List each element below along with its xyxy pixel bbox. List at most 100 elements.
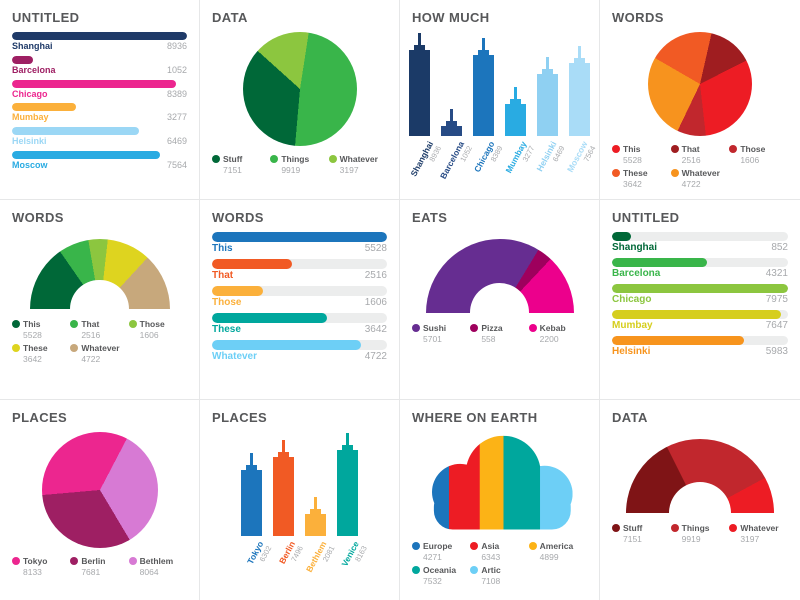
legend-item-these: These 3642 <box>12 343 70 364</box>
pie-graphic <box>648 32 752 136</box>
legend-label: Those <box>740 144 766 154</box>
cloud-stripe-europe <box>432 435 450 530</box>
bar-these <box>212 313 328 323</box>
bar-meta: Mumbay 7647 <box>612 320 788 332</box>
legend-label: Those <box>139 319 165 329</box>
legend-text: This 5528 <box>623 144 642 165</box>
legend-dot-whatever <box>729 524 738 532</box>
panel-title: WORDS <box>212 210 264 225</box>
panel-title: HOW MUCH <box>412 10 490 25</box>
legend-dot-these <box>12 344 20 353</box>
legend-dot-tokyo <box>12 557 20 565</box>
bar-row-moscow: Moscow 7564 <box>12 150 187 171</box>
bar-track <box>212 286 387 296</box>
panel-data-half-donut: DATA Stuff 7151 Things 9919 Whatever 3197 <box>600 400 800 600</box>
legend-dot-oceania <box>412 566 420 575</box>
building-label-cell: Berlin 7496 <box>273 538 305 586</box>
legend-label: Pizza <box>481 323 503 333</box>
legend-label: These <box>23 343 48 354</box>
legend-item-stuff: Stuff 7151 <box>212 154 270 175</box>
bar-row-shanghai: Shanghai 852 <box>612 232 788 254</box>
legend-dot-this <box>12 320 20 328</box>
legend-dot-this <box>612 145 620 153</box>
panel-title: PLACES <box>212 410 268 425</box>
legend-text: This 5528 <box>23 319 42 340</box>
legend-value: 9919 <box>281 164 301 175</box>
building-label-cell: Venice 8163 <box>337 538 368 586</box>
building-label-cell: Barcelona 1052 <box>438 138 474 186</box>
legend-item-berlin: Berlin 7681 <box>70 556 128 577</box>
legend-label: These <box>623 168 648 179</box>
bar-meta: This 5528 <box>212 243 387 255</box>
legend-dot-berlin <box>70 557 79 565</box>
building-antenna <box>282 440 285 452</box>
building-cap <box>542 69 553 74</box>
legend-value: 4899 <box>539 551 559 562</box>
bar-this <box>212 232 387 242</box>
bar-value-shanghai: 852 <box>771 242 788 253</box>
legend-text: That 2516 <box>682 144 701 165</box>
legend-text: These 3642 <box>623 168 648 189</box>
bar-meta: Mumbay 3277 <box>12 112 187 123</box>
legend-item-artic: Artic 7108 <box>470 565 528 586</box>
building-cap <box>446 121 457 126</box>
legend-label: This <box>23 319 41 329</box>
bar-label-this: This <box>212 243 233 254</box>
bar-value-chicago: 8389 <box>166 88 187 99</box>
legend-value: 5528 <box>623 154 642 165</box>
building-cap <box>478 50 489 55</box>
legend-item-that: That 2516 <box>70 319 128 340</box>
bar-that <box>212 259 292 269</box>
bar-label-barcelona: Barcelona <box>612 268 661 279</box>
legend-text: Tokyo 8133 <box>23 556 47 577</box>
bar-row-barcelona: Barcelona 4321 <box>612 258 788 280</box>
legend-value: 8133 <box>23 566 42 577</box>
legend-item-whatever: Whatever 3197 <box>729 523 788 544</box>
bar-those <box>212 286 263 296</box>
legend-label: Stuff <box>623 523 643 533</box>
building-label-chicago: Chicago 8389 <box>472 140 505 178</box>
building-body <box>409 50 430 136</box>
legend-value: 7151 <box>623 533 642 544</box>
legend-value: 3197 <box>740 533 760 544</box>
building-antenna <box>418 33 421 45</box>
building-labels: Shanghai 8936 Barcelona 1052 Chicago 8389 Mumb… <box>408 138 598 186</box>
legend-text: That 2516 <box>81 319 100 340</box>
legend-text: Whatever 3197 <box>340 154 378 175</box>
bar-label-whatever: Whatever <box>212 351 258 362</box>
legend: Stuff 7151 Things 9919 Whatever 3197 <box>612 523 788 544</box>
legend-value: 8064 <box>139 566 159 577</box>
building-label-cell: Chicago 8389 <box>472 138 504 186</box>
legend-item-things: Things 9919 <box>670 523 730 544</box>
bar-meta: Chicago 8389 <box>12 89 187 100</box>
legend-label: Whatever <box>681 168 720 179</box>
bar-moscow <box>12 150 161 159</box>
legend-label: Whatever <box>339 154 378 164</box>
pie-graphic <box>242 32 357 146</box>
bar-meta: Moscow 7564 <box>12 160 187 171</box>
words-pie-chart: This 5528 That 2516 Those 1606 These 3642 Whatev… <box>612 32 788 190</box>
legend-label: Tokyo <box>23 556 48 566</box>
legend-text: Stuff 7151 <box>223 154 242 175</box>
building-cap <box>342 445 353 450</box>
bar-track <box>212 259 387 269</box>
panel-eats-half-donut: EATS Sushi 5701 Pizza 558 Kebab 2200 <box>400 200 600 400</box>
legend-text: Things 9919 <box>682 523 710 544</box>
bar-value-whatever: 4722 <box>364 351 387 362</box>
bar-meta: Barcelona 1052 <box>12 65 187 76</box>
legend-text: Stuff 7151 <box>623 523 642 544</box>
legend-value: 3197 <box>339 164 359 175</box>
legend-text: Sushi 5701 <box>423 323 446 344</box>
where-on-earth-cloud-chart: Europe 4271 Asia 6343 America 4899 Oceania 7532… <box>412 432 587 587</box>
buildings <box>409 32 590 136</box>
building-antenna <box>250 453 253 465</box>
building-label-helsinki: Helsinki 6469 <box>535 140 568 177</box>
legend-item-sushi: Sushi 5701 <box>412 323 470 344</box>
cloud-stripe-artic <box>540 435 573 530</box>
legend-item-america: America 4899 <box>528 541 587 562</box>
legend-label: Things <box>681 523 710 533</box>
legend-label: Europe <box>423 541 453 551</box>
bar-value-mumbay: 3277 <box>166 112 187 123</box>
legend-value: 4722 <box>81 353 101 364</box>
